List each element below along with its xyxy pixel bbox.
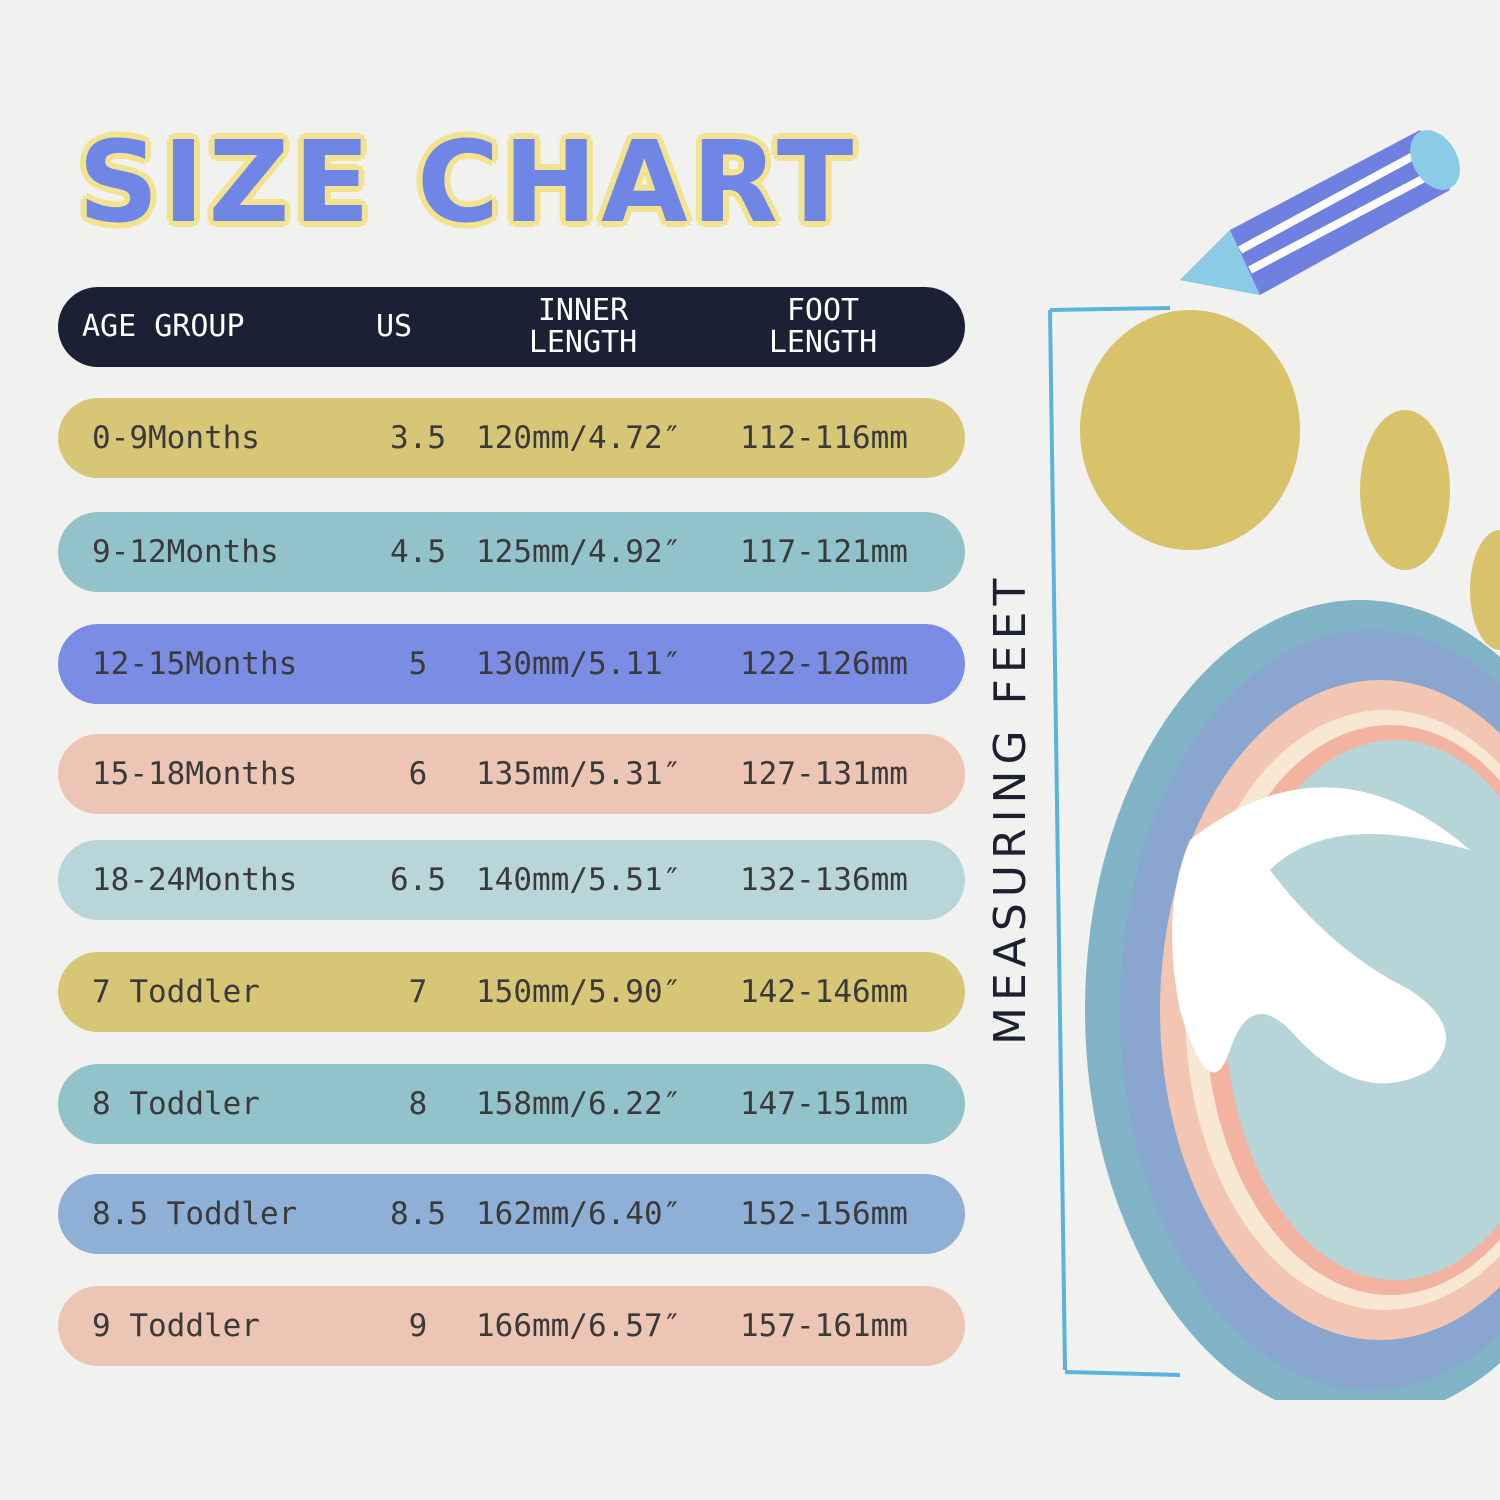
cell-age: 8 Toddler: [92, 1086, 260, 1122]
cell-inner: 166mm/6.57″: [476, 1308, 682, 1344]
table-row: 8.5 Toddler 8.5 162mm/6.40″ 152-156mm: [58, 1174, 965, 1254]
table-header: AGE GROUP US INNER LENGTH FOOT LENGTH: [58, 287, 965, 367]
cell-age: 15-18Months: [92, 756, 298, 792]
cell-age: 9-12Months: [92, 534, 279, 570]
cell-us: 6.5: [390, 862, 446, 898]
cell-us: 4.5: [390, 534, 446, 570]
cell-us: 3.5: [390, 420, 446, 456]
header-inner-length: INNER LENGTH: [528, 293, 638, 360]
table-row: 8 Toddler 8 158mm/6.22″ 147-151mm: [58, 1064, 965, 1144]
cell-foot: 117-121mm: [740, 534, 908, 570]
cell-inner: 125mm/4.92″: [476, 534, 682, 570]
cell-foot: 132-136mm: [740, 862, 908, 898]
header-age-group: AGE GROUP: [82, 309, 245, 344]
cell-foot: 127-131mm: [740, 756, 908, 792]
cell-age: 7 Toddler: [92, 974, 260, 1010]
foot-illustration: [1048, 130, 1500, 1400]
cell-foot: 147-151mm: [740, 1086, 908, 1122]
cell-foot: 122-126mm: [740, 646, 908, 682]
cell-us: 8: [408, 1086, 428, 1122]
cell-us: 8.5: [390, 1196, 446, 1232]
cell-foot: 157-161mm: [740, 1308, 908, 1344]
cell-us: 9: [408, 1308, 428, 1344]
cell-inner: 120mm/4.72″: [476, 420, 682, 456]
cell-inner: 158mm/6.22″: [476, 1086, 682, 1122]
table-row: 15-18Months 6 135mm/5.31″ 127-131mm: [58, 734, 965, 814]
cell-inner: 140mm/5.51″: [476, 862, 682, 898]
measuring-feet-label: MEASURING FEET: [985, 572, 1036, 1045]
header-foot-length: FOOT LENGTH: [768, 293, 878, 360]
cell-inner: 135mm/5.31″: [476, 756, 682, 792]
cell-us: 7: [408, 974, 428, 1010]
cell-us: 5: [408, 646, 428, 682]
pencil-icon: [1180, 130, 1460, 295]
header-us: US: [376, 309, 413, 344]
table-row: 12-15Months 5 130mm/5.11″ 122-126mm: [58, 624, 965, 704]
table-row: 9-12Months 4.5 125mm/4.92″ 117-121mm: [58, 512, 965, 592]
cell-us: 6: [408, 756, 428, 792]
page-title: SIZE CHART: [78, 118, 858, 248]
cell-age: 8.5 Toddler: [92, 1196, 298, 1232]
cell-age: 12-15Months: [92, 646, 298, 682]
table-row: 18-24Months 6.5 140mm/5.51″ 132-136mm: [58, 840, 965, 920]
cell-foot: 152-156mm: [740, 1196, 908, 1232]
cell-age: 0-9Months: [92, 420, 260, 456]
cell-age: 18-24Months: [92, 862, 298, 898]
table-row: 0-9Months 3.5 120mm/4.72″ 112-116mm: [58, 398, 965, 478]
cell-foot: 142-146mm: [740, 974, 908, 1010]
table-row: 9 Toddler 9 166mm/6.57″ 157-161mm: [58, 1286, 965, 1366]
cell-foot: 112-116mm: [740, 420, 908, 456]
cell-inner: 150mm/5.90″: [476, 974, 682, 1010]
cell-inner: 162mm/6.40″: [476, 1196, 682, 1232]
cell-inner: 130mm/5.11″: [476, 646, 682, 682]
ruler-bracket: [1048, 306, 1181, 1377]
cell-age: 9 Toddler: [92, 1308, 260, 1344]
table-row: 7 Toddler 7 150mm/5.90″ 142-146mm: [58, 952, 965, 1032]
